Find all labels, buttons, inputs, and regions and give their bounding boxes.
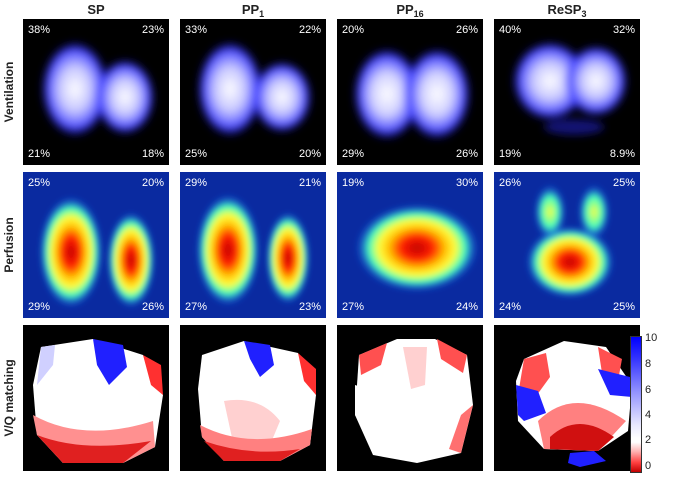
row-label-ventilation: Ventilation	[2, 61, 16, 123]
column-header-sp: SP	[87, 2, 105, 17]
ventilation-pp1-bottom-left: 25%	[185, 148, 208, 160]
colorbar-tick: 6	[645, 384, 652, 396]
perfusion-pp1-top-left: 29%	[185, 177, 208, 189]
perfusion-panel-pp1: 29% 21% 27% 23%	[180, 172, 326, 318]
perfusion-pp1-bottom-left: 27%	[185, 301, 208, 313]
ventilation-pp1-bottom-right: 20%	[298, 148, 321, 160]
ventilation-panel-pp1: 33% 22% 25% 20%	[180, 19, 326, 165]
ventilation-sp-bottom-right: 18%	[141, 148, 164, 160]
perfusion-resp3-top-left: 26%	[499, 177, 522, 189]
colorbar-tick: 4	[645, 409, 652, 421]
column-header-pp16: PP16	[396, 2, 424, 19]
perfusion-pp16-top-right: 30%	[455, 177, 478, 189]
column-header-pp1: PP1	[241, 2, 265, 19]
ventilation-panel-sp: 38% 23% 21% 18%	[23, 19, 169, 165]
row-label-perfusion: Perfusion	[2, 217, 16, 273]
colorbar-tick: 8	[645, 358, 652, 370]
perfusion-panel-resp3: 26% 25% 24% 25%	[494, 172, 640, 318]
colorbar	[630, 336, 642, 473]
ventilation-pp16-bottom-left: 29%	[342, 148, 365, 160]
colorbar-tick: 0	[645, 460, 652, 472]
ventilation-pp1-top-left: 33%	[185, 24, 208, 36]
colorbar-tick: 10	[645, 332, 658, 344]
vq-panel-sp	[23, 325, 169, 471]
vq-panel-resp3	[494, 325, 640, 471]
perfusion-pp16-bottom-left: 27%	[342, 301, 365, 313]
perfusion-sp-bottom-left: 29%	[28, 301, 51, 313]
perfusion-pp1-top-right: 21%	[298, 177, 321, 189]
column-header-resp3: ReSP3	[547, 2, 587, 19]
perfusion-resp3-bottom-right: 25%	[612, 301, 635, 313]
vq-panel-pp16	[337, 325, 483, 471]
ventilation-pp16-top-right: 26%	[455, 24, 478, 36]
perfusion-panel-sp: 25% 20% 29% 26%	[23, 172, 169, 318]
ventilation-resp3-top-right: 32%	[612, 24, 635, 36]
vq-panel-pp1	[180, 325, 326, 471]
row-label-vq-matching: V/Q matching	[2, 359, 16, 437]
ventilation-resp3-bottom-right: 8.9%	[609, 148, 635, 160]
perfusion-panel-pp16: 19% 30% 27% 24%	[337, 172, 483, 318]
ventilation-resp3-bottom-left: 19%	[499, 148, 522, 160]
perfusion-resp3-top-right: 25%	[612, 177, 635, 189]
perfusion-sp-top-left: 25%	[28, 177, 51, 189]
ventilation-sp-bottom-left: 21%	[28, 148, 51, 160]
ventilation-pp1-top-right: 22%	[298, 24, 321, 36]
colorbar-tick: 2	[645, 434, 652, 446]
perfusion-sp-bottom-right: 26%	[141, 301, 164, 313]
ventilation-pp16-top-left: 20%	[342, 24, 365, 36]
ventilation-sp-top-right: 23%	[141, 24, 164, 36]
ventilation-sp-top-left: 38%	[28, 24, 51, 36]
ventilation-panel-resp3: 40% 32% 19% 8.9%	[494, 19, 640, 165]
perfusion-sp-top-right: 20%	[141, 177, 164, 189]
perfusion-resp3-bottom-left: 24%	[499, 301, 522, 313]
perfusion-pp1-bottom-right: 23%	[298, 301, 321, 313]
ventilation-panel-pp16: 20% 26% 29% 26%	[337, 19, 483, 165]
perfusion-pp16-bottom-right: 24%	[455, 301, 478, 313]
ventilation-resp3-top-left: 40%	[499, 24, 522, 36]
ventilation-pp16-bottom-right: 26%	[455, 148, 478, 160]
perfusion-pp16-top-left: 19%	[342, 177, 365, 189]
